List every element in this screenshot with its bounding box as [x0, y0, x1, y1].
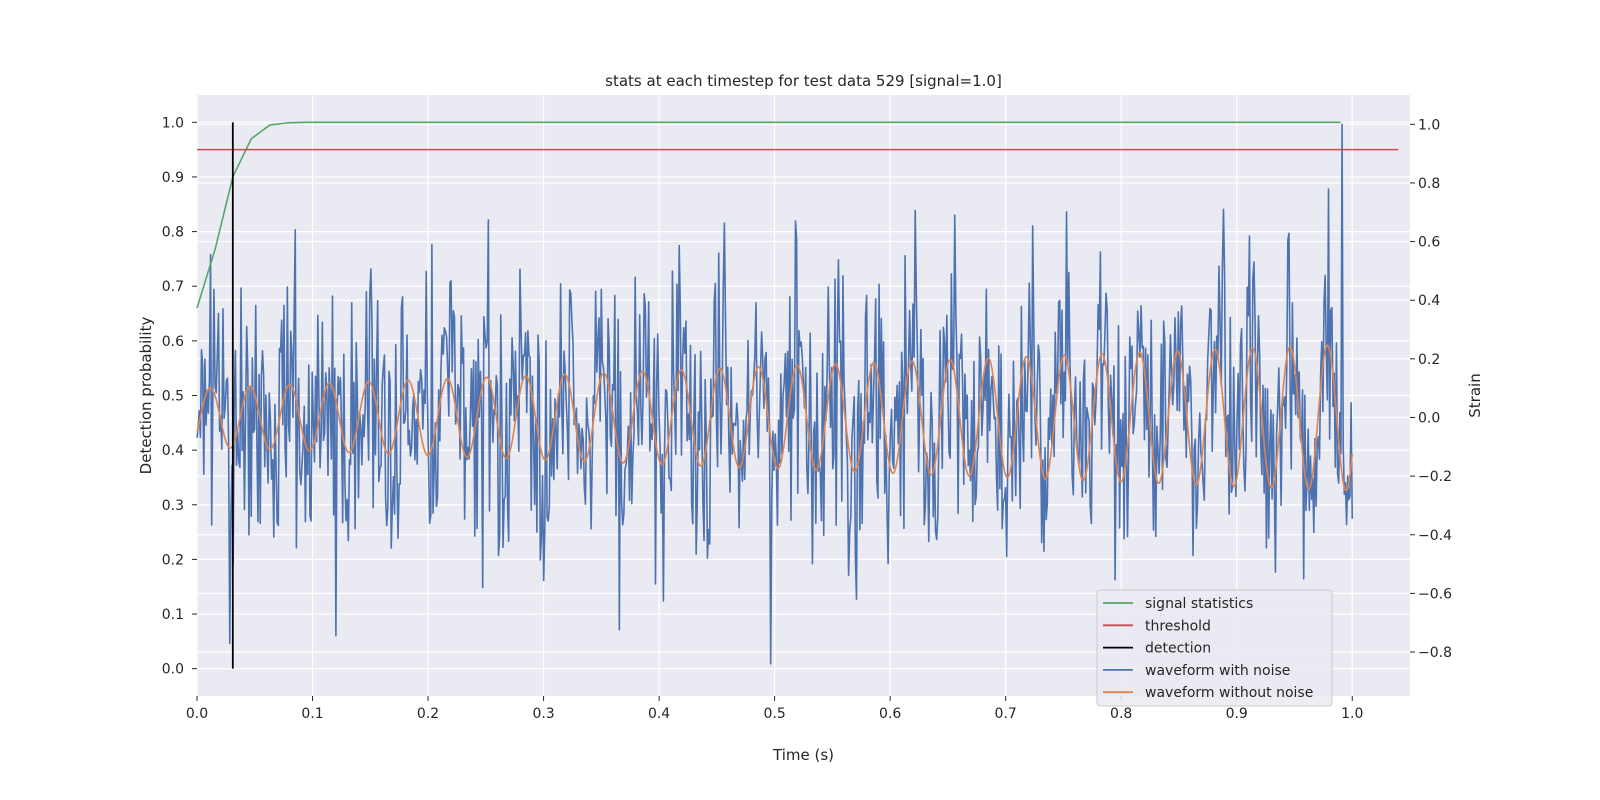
y-axis-label: Detection probability	[137, 317, 155, 475]
y2-tick-label: 0.2	[1418, 352, 1440, 368]
y-tick-label: 1.0	[162, 115, 184, 131]
y2-tick-label: 0.8	[1418, 176, 1440, 192]
y-tick-label: 0.8	[162, 225, 184, 241]
x-tick-label: 0.1	[301, 706, 323, 722]
y2-tick-label: 0.0	[1418, 410, 1440, 426]
y-tick-label: 0.1	[162, 607, 184, 623]
signal-statistics-line	[196, 121, 1341, 309]
x-tick-label: 0.5	[763, 706, 785, 722]
legend: signal statistics threshold detection wavef…	[1096, 589, 1333, 707]
y2-tick-label: −0.2	[1418, 469, 1452, 485]
y2-tick-label: 0.4	[1418, 293, 1440, 309]
x-tick-label: 0.2	[417, 706, 439, 722]
y-tick-label: 0.4	[162, 443, 184, 459]
x-tick-label: 0.0	[186, 706, 208, 722]
y2-tick-label: −0.4	[1418, 528, 1452, 544]
legend-label: detection	[1145, 641, 1211, 657]
legend-label: signal statistics	[1145, 596, 1253, 612]
x-tick-label: 0.8	[1110, 706, 1132, 722]
y-tick-label: 0.2	[162, 552, 184, 568]
y-tick-label: 0.7	[162, 279, 184, 295]
legend-label: waveform with noise	[1145, 663, 1290, 679]
x-tick-label: 0.6	[879, 706, 901, 722]
legend-box	[1096, 589, 1333, 707]
y-tick-label: 0.3	[162, 498, 184, 514]
y-tick-label: 0.0	[162, 662, 184, 678]
x-tick-label: 0.7	[995, 706, 1017, 722]
x-tick-label: 0.4	[648, 706, 670, 722]
series-layer	[196, 121, 1399, 669]
y2-tick-label: 0.6	[1418, 235, 1440, 251]
waveform-with-noise-line	[196, 123, 1354, 665]
y2-axis-label: Strain	[1466, 373, 1484, 417]
y2-tick-label: −0.6	[1418, 586, 1452, 602]
y-tick-label: 0.9	[162, 170, 184, 186]
x-tick-label: 1.0	[1341, 706, 1363, 722]
y-tick-label: 0.6	[162, 334, 184, 350]
chart-title: stats at each timestep for test data 529…	[605, 72, 1002, 90]
axes: 0.0 0.1 0.2 0.3 0.4 0.5 0.6 0.7 0.8 0.9 1.0 0.0 0.1 0…	[162, 115, 1452, 722]
y2-tick-label: −0.8	[1418, 645, 1452, 661]
waveform-without-noise-line	[196, 344, 1354, 492]
legend-label: waveform without noise	[1145, 685, 1313, 701]
x-axis-label: Time (s)	[772, 746, 834, 764]
x-tick-label: 0.3	[532, 706, 554, 722]
y2-tick-label: 1.0	[1418, 117, 1440, 133]
y-tick-label: 0.5	[162, 389, 184, 405]
legend-label: threshold	[1145, 618, 1211, 634]
x-tick-label: 0.9	[1226, 706, 1248, 722]
